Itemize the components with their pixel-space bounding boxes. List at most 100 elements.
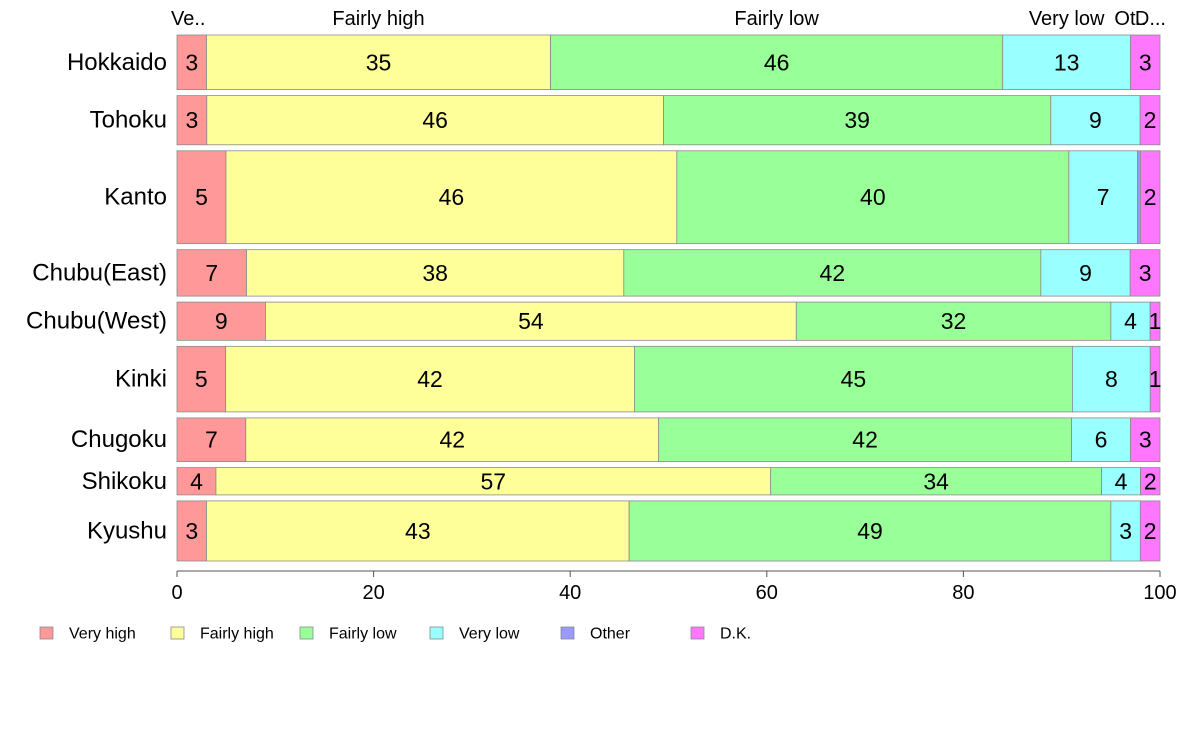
data-label-tohoku-d-k: 2	[1144, 107, 1157, 133]
data-label-tohoku-fairly-high: 46	[422, 107, 448, 133]
data-label-shikoku-fairly-low: 34	[923, 468, 949, 494]
data-label-chubu-east-very-high: 7	[205, 260, 218, 286]
data-label-chubu-west-very-high: 9	[215, 308, 228, 334]
data-label-kanto-d-k: 2	[1144, 184, 1157, 210]
data-label-kinki-fairly-low: 45	[841, 366, 867, 392]
data-label-shikoku-very-high: 4	[190, 468, 203, 494]
y-tick-label-kinki: Kinki	[115, 366, 167, 393]
data-label-tohoku-fairly-low: 39	[844, 107, 870, 133]
legend-swatch-very-low	[429, 626, 444, 640]
data-label-kanto-fairly-high: 46	[439, 184, 465, 210]
data-label-chubu-west-fairly-low: 32	[941, 308, 967, 334]
data-label-chubu-east-fairly-low: 42	[820, 260, 846, 286]
top-label-other: Ot..	[1114, 8, 1146, 30]
data-label-hokkaido-d-k: 3	[1139, 49, 1152, 75]
bar-segment-chubu-west-very-high	[176, 301, 266, 341]
bar-segment-shikoku-very-low	[1101, 467, 1141, 496]
bar-segment-chubu-east-fairly-low	[623, 249, 1042, 297]
legend-label-d-k: D.K.	[720, 626, 751, 643]
bar-segment-kanto-d-k	[1139, 150, 1161, 245]
data-label-chubu-east-d-k: 3	[1139, 260, 1152, 286]
y-tick-label-shikoku: Shikoku	[82, 468, 167, 495]
legend-label-very-low: Very low	[459, 626, 520, 643]
y-tick-label-kanto: Kanto	[104, 184, 167, 211]
bar-segment-hokkaido-d-k	[1130, 34, 1161, 91]
data-label-chubu-west-d-k: 1	[1149, 308, 1162, 334]
bar-segment-shikoku-fairly-high	[215, 467, 772, 496]
bar-segment-chubu-west-fairly-low	[795, 301, 1112, 341]
data-label-chugoku-fairly-low: 42	[852, 427, 878, 453]
bar-segment-chugoku-fairly-low	[658, 417, 1072, 462]
bar-segment-kanto-very-high	[176, 150, 227, 245]
data-label-shikoku-d-k: 2	[1144, 468, 1157, 494]
data-label-hokkaido-fairly-low: 46	[764, 49, 790, 75]
y-tick-label-chubu-east: Chubu(East)	[32, 259, 167, 286]
bar-segment-kinki-d-k	[1149, 345, 1161, 413]
data-label-tohoku-very-low: 9	[1089, 107, 1102, 133]
data-label-kanto-very-low: 7	[1097, 184, 1110, 210]
bar-segment-kanto-fairly-low	[676, 150, 1070, 245]
top-label-very-high: Ve..	[171, 8, 205, 30]
data-label-kinki-fairly-high: 42	[417, 366, 443, 392]
bar-segment-chugoku-very-low	[1071, 417, 1131, 462]
top-label-fairly-low: Fairly low	[734, 8, 819, 30]
data-label-kyushu-very-high: 3	[185, 518, 198, 544]
legend-swatch-fairly-high	[170, 626, 185, 640]
bar-segment-chubu-west-very-low	[1110, 301, 1151, 341]
bar-segment-chugoku-d-k	[1130, 417, 1161, 462]
bar-segment-chubu-east-fairly-high	[246, 249, 625, 297]
bar-segment-kyushu-fairly-high	[206, 500, 630, 562]
legend-swatch-very-high	[39, 626, 54, 640]
data-label-chubu-west-fairly-high: 54	[518, 308, 544, 334]
bar-segment-chubu-west-d-k	[1149, 301, 1161, 341]
x-tick-label-3: 60	[756, 582, 778, 604]
bar-segment-chubu-east-very-low	[1040, 249, 1131, 297]
x-tick-label-0: 0	[171, 582, 182, 604]
bar-segment-kinki-very-low	[1072, 345, 1151, 413]
data-label-kinki-very-high: 5	[195, 366, 208, 392]
bars-group	[176, 34, 1161, 562]
y-tick-label-chugoku: Chugoku	[71, 426, 167, 453]
bar-segment-kinki-fairly-low	[634, 345, 1073, 413]
legend-label-fairly-high: Fairly high	[200, 626, 274, 643]
data-label-shikoku-very-low: 4	[1115, 468, 1128, 494]
top-label-d-k: D...	[1135, 8, 1166, 30]
bar-segment-kanto-other	[1137, 150, 1141, 245]
y-tick-label-tohoku: Tohoku	[90, 107, 167, 134]
x-tick-label-5: 100	[1143, 582, 1176, 604]
data-label-shikoku-fairly-high: 57	[481, 468, 507, 494]
bar-segment-kyushu-d-k	[1139, 500, 1161, 562]
legend-swatch-d-k	[690, 626, 705, 640]
data-label-chubu-west-very-low: 4	[1124, 308, 1137, 334]
bar-segment-kinki-very-high	[176, 345, 227, 413]
x-tick-label-1: 20	[362, 582, 384, 604]
data-label-chugoku-very-low: 6	[1095, 427, 1108, 453]
data-label-kinki-very-low: 8	[1105, 366, 1118, 392]
data-label-chubu-east-fairly-high: 38	[422, 260, 448, 286]
y-tick-label-kyushu: Kyushu	[87, 517, 167, 544]
x-axis: 0 20 40 60 80 100	[171, 570, 1177, 604]
bar-segment-tohoku-d-k	[1139, 95, 1161, 146]
bar-segment-tohoku-fairly-low	[663, 95, 1052, 146]
data-label-kyushu-d-k: 2	[1144, 518, 1157, 544]
y-tick-label-hokkaido: Hokkaido	[67, 49, 167, 76]
bar-segment-shikoku-fairly-low	[770, 467, 1103, 496]
legend-swatch-other	[560, 626, 575, 640]
top-label-very-low: Very low	[1029, 8, 1105, 30]
x-tick-label-4: 80	[952, 582, 974, 604]
legend-label-fairly-low: Fairly low	[329, 626, 397, 643]
data-label-hokkaido-very-high: 3	[185, 49, 198, 75]
data-label-kyushu-fairly-high: 43	[405, 518, 431, 544]
bar-segment-shikoku-d-k	[1140, 467, 1161, 496]
data-label-chubu-east-very-low: 9	[1079, 260, 1092, 286]
legend-label-other: Other	[590, 626, 631, 643]
bar-segment-chubu-east-d-k	[1129, 249, 1161, 297]
bar-segment-tohoku-fairly-high	[206, 95, 664, 146]
bar-segment-kinki-fairly-high	[225, 345, 635, 413]
x-tick-label-2: 40	[559, 582, 581, 604]
data-label-kyushu-fairly-low: 49	[857, 518, 883, 544]
y-axis-labels: Hokkaido Tohoku Kanto Chubu(East) Chubu(West…	[26, 49, 167, 545]
legend: Very high Fairly high Fairly low Very low Ot…	[39, 626, 751, 643]
